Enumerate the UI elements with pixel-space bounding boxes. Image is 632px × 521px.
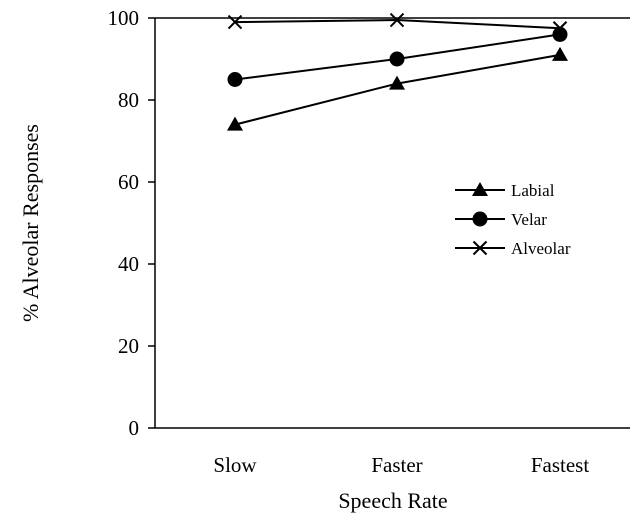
triangle-marker (472, 182, 488, 196)
series-alveolar (227, 12, 568, 36)
triangle-marker (227, 116, 243, 131)
legend-label: Labial (511, 181, 555, 200)
legend-item-labial: Labial (455, 181, 555, 200)
x-marker (227, 14, 243, 30)
circle-marker (389, 51, 405, 67)
y-tick-label: 0 (129, 416, 140, 440)
series-labial (227, 46, 568, 131)
legend-label: Alveolar (511, 239, 571, 258)
legend-item-velar: Velar (455, 210, 547, 229)
x-marker (472, 240, 488, 256)
circle-marker (227, 72, 243, 87)
y-tick-label: 20 (118, 334, 139, 358)
x-tick-label: Slow (213, 453, 257, 477)
x-marker (552, 21, 568, 36)
y-ticks: 0 20 40 60 80 100 (108, 6, 155, 440)
triangle-marker (389, 75, 405, 90)
x-axis-label: Speech Rate (338, 488, 447, 513)
x-ticks: Slow Faster Fastest (213, 453, 589, 477)
y-tick-label: 80 (118, 88, 139, 112)
y-axis-label: % Alveolar Responses (18, 124, 43, 322)
axes (154, 17, 630, 429)
x-marker (389, 12, 405, 28)
y-tick-label: 100 (108, 6, 140, 30)
y-tick-label: 60 (118, 170, 139, 194)
triangle-marker (552, 46, 568, 61)
legend-item-alveolar: Alveolar (455, 239, 571, 258)
y-tick-label: 40 (118, 252, 139, 276)
x-tick-label: Faster (371, 453, 422, 477)
x-tick-label: Fastest (531, 453, 590, 477)
series-group (227, 12, 568, 131)
legend-label: Velar (511, 210, 547, 229)
legend: Labial Velar Alveolar (455, 181, 571, 258)
circle-marker (472, 211, 488, 227)
